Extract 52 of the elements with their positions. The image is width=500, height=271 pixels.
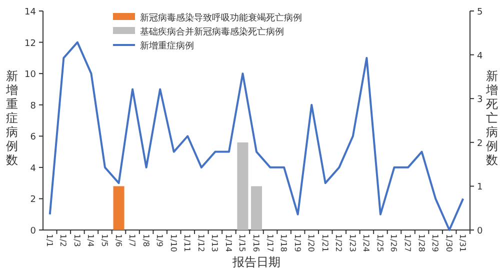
x-tick-label: 1/8 (141, 234, 150, 247)
x-tick-label: 1/18 (279, 234, 288, 252)
y2-tick-label: 1 (477, 182, 483, 193)
x-tick-label: 1/5 (100, 234, 109, 247)
x-tick-label: 1/11 (182, 234, 192, 252)
y2-tick-label: 0 (477, 226, 483, 236)
x-axis-title: 报告日期 (232, 255, 280, 269)
x-tick-label: 1/6 (114, 234, 123, 247)
x-tick-label: 1/16 (252, 234, 260, 252)
legend-label: 新增重症病例 (140, 40, 194, 52)
y-tick-label: 12 (24, 38, 36, 49)
y-tick-label: 4 (30, 164, 36, 174)
legend-label: 基础疾病合并新冠病毒感染死亡病例 (140, 26, 284, 38)
y-tick-label: 0 (30, 226, 36, 236)
x-tick-label: 1/3 (72, 234, 82, 247)
x-tick-label: 1/1 (44, 234, 54, 247)
y2-tick-label: 5 (477, 8, 483, 18)
x-tick-label: 1/29 (430, 234, 440, 252)
x-tick-label: 1/28 (416, 234, 426, 252)
y-tick-label: 10 (24, 70, 36, 80)
y-axis-title: 新增重症病例数 (5, 69, 18, 167)
x-tick-label: 1/31 (458, 234, 468, 252)
y-tick-label: 14 (24, 8, 36, 18)
x-tick-label: 1/13 (210, 234, 220, 252)
x-tick-label: 1/12 (196, 234, 206, 252)
legend-label: 新冠病毒感染导致呼吸功能衰竭死亡病例 (140, 12, 302, 24)
x-tick-label: 1/4 (86, 234, 96, 247)
x-tick-label: 1/20 (306, 234, 316, 252)
y-tick-label: 8 (30, 101, 36, 112)
x-tick-label: 1/26 (389, 234, 398, 252)
y-tick-label: 2 (30, 195, 36, 206)
x-tick-label: 1/2 (58, 234, 68, 247)
x-tick-label: 1/24 (362, 234, 371, 252)
x-tick-label: 1/27 (403, 234, 412, 252)
x-tick-label: 1/30 (444, 234, 454, 252)
x-tick-label: 1/15 (238, 234, 247, 252)
x-tick-label: 1/22 (334, 234, 344, 252)
y2-tick-label: 2 (477, 138, 483, 149)
x-tick-label: 1/9 (155, 234, 164, 247)
y2-tick-label: 3 (477, 95, 483, 106)
x-tick-label: 1/7 (128, 234, 137, 247)
x-tick-label: 1/19 (292, 234, 302, 252)
x-tick-label: 1/23 (348, 234, 357, 252)
x-tick-label: 1/14 (224, 234, 233, 252)
x-tick-label: 1/25 (375, 234, 384, 252)
x-tick-label: 1/21 (320, 234, 330, 252)
y2-axis-title: 新增死亡病例数 (485, 69, 498, 167)
line-series (48, 41, 464, 231)
x-tick-label: 1/17 (265, 234, 274, 252)
y-tick-label: 6 (30, 132, 36, 143)
x-tick-label: 1/10 (168, 234, 178, 252)
y2-tick-label: 4 (477, 51, 483, 62)
